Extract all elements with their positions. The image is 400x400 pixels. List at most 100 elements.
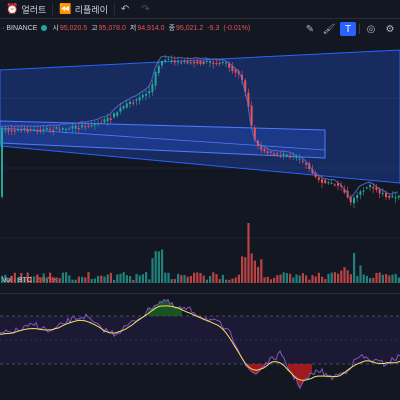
candle-body <box>170 60 173 62</box>
candle-body <box>369 184 371 188</box>
volume-bar <box>257 266 260 283</box>
volume-bar <box>7 279 10 283</box>
candle-body <box>132 102 135 104</box>
replay-button[interactable]: ⏪ 리플레이 <box>53 0 114 18</box>
market-status-dot <box>41 25 48 31</box>
candle-body <box>180 62 183 64</box>
rsi-pane[interactable] <box>0 294 400 400</box>
candle-body <box>343 189 346 193</box>
volume-bar <box>33 276 36 283</box>
toolbar-divider <box>52 3 54 15</box>
camera-icon[interactable]: ◎ <box>366 23 376 35</box>
volume-bar <box>180 275 183 283</box>
candle-body <box>289 156 291 158</box>
volume-bar <box>173 278 176 283</box>
volume-bars <box>1 223 400 283</box>
volume-bar <box>39 277 42 283</box>
volume-bar <box>333 272 336 283</box>
volume-bar <box>29 276 32 283</box>
toolbar-divider <box>113 3 115 15</box>
volume-bar <box>205 279 208 283</box>
volume-bar <box>129 276 132 283</box>
volume-bar <box>145 272 148 283</box>
volume-bar <box>122 272 125 283</box>
candle-body <box>49 128 51 130</box>
pane-divider[interactable] <box>0 293 400 294</box>
volume-bar <box>311 275 314 283</box>
candle-body <box>10 129 13 131</box>
volume-bar <box>292 277 295 283</box>
volume-bar <box>161 249 164 283</box>
volume-bar <box>26 272 29 283</box>
candle-body <box>365 187 368 189</box>
volume-bar <box>71 279 74 283</box>
volume-bar <box>164 272 167 283</box>
candle-body <box>36 130 39 132</box>
candle-body <box>218 63 221 65</box>
volume-bar <box>13 272 16 283</box>
candle-body <box>276 153 279 155</box>
volume-bar <box>55 278 58 283</box>
trend-channels <box>0 49 400 184</box>
volume-bar <box>346 270 349 283</box>
undo-icon: ↶ <box>120 3 130 15</box>
candle-body <box>212 62 215 64</box>
low-label: 저 <box>129 25 137 32</box>
candle-body <box>209 61 211 63</box>
volume-value: 2.078K <box>35 276 59 284</box>
candle-body <box>333 184 336 186</box>
candle-body <box>394 197 397 199</box>
pencil-icon[interactable]: ✎ <box>305 23 315 35</box>
volume-bar <box>141 274 144 283</box>
candle-body <box>183 60 186 63</box>
volume-bar <box>314 276 317 283</box>
candle-body <box>17 129 19 131</box>
volume-bar <box>199 273 202 283</box>
volume-bar <box>209 275 212 283</box>
volume-legend: Vol · BTC 2.078K <box>0 273 58 287</box>
volume-bar <box>362 274 365 283</box>
candle-body <box>125 103 128 108</box>
candle-body <box>295 156 298 158</box>
candle-body <box>39 129 42 132</box>
volume-bar <box>42 273 45 283</box>
volume-bar <box>234 277 237 283</box>
volume-bar <box>177 273 180 283</box>
text-icon[interactable]: T <box>340 22 356 36</box>
candle-body <box>154 72 157 86</box>
volume-bar <box>359 265 362 283</box>
volume-bar <box>186 276 189 283</box>
undo-button[interactable]: ↶ <box>115 0 135 18</box>
price-pane[interactable] <box>0 38 400 293</box>
redo-button[interactable]: ↷ <box>135 0 155 18</box>
volume-bar <box>253 260 256 283</box>
volume-bar <box>391 274 394 283</box>
alert-button[interactable]: ⏰ 얼러트 <box>0 0 52 18</box>
change-value: -9.3 <box>207 24 220 32</box>
volume-bar <box>20 272 23 283</box>
volume-bar <box>45 278 48 283</box>
volume-bar <box>65 272 68 283</box>
volume-bar <box>372 277 375 283</box>
candle-body <box>359 191 362 195</box>
gear-icon[interactable]: ⚙ <box>385 23 395 35</box>
symbol-chevron[interactable]: · <box>2 24 5 32</box>
candle-body <box>353 197 355 204</box>
volume-bar <box>193 272 196 283</box>
candle-body <box>305 163 307 165</box>
candle-body <box>317 177 320 180</box>
rsi-overbought-fill <box>148 299 182 316</box>
high-value: 95,078.0 <box>98 24 126 32</box>
volume-bar <box>330 272 333 283</box>
candle-body <box>23 128 26 130</box>
brush-icon[interactable]: 🖌 <box>322 23 336 35</box>
volume-bar <box>263 277 266 283</box>
candle-body <box>97 122 99 124</box>
candle-body <box>375 187 378 190</box>
volume-bar <box>125 275 128 283</box>
candle-body <box>241 74 243 80</box>
candle-body <box>173 60 176 63</box>
symbol-info-bar: · BINANCE 시 95,020.5 고 95,078.0 저 94,914… <box>0 19 400 37</box>
volume-bar <box>388 275 391 283</box>
candle-body <box>4 129 7 131</box>
